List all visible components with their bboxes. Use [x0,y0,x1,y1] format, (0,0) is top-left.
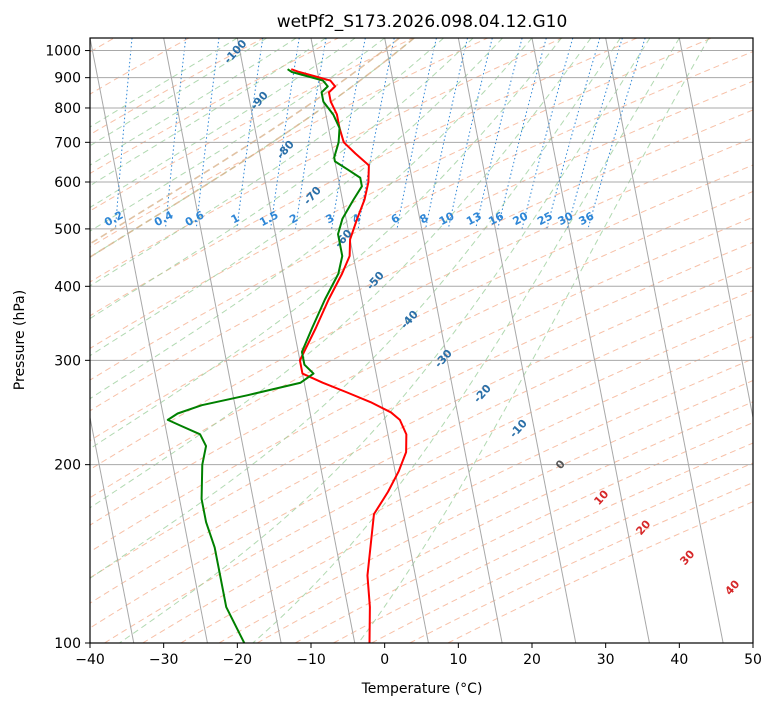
isotherm-line [384,38,503,643]
dry-adiabat [218,380,753,643]
moist-adiabat [90,38,621,579]
y-tick-label: 700 [54,135,81,151]
isotherm-line [605,38,724,643]
dry-adiabat [409,482,753,643]
moist-adiabat [90,38,503,357]
moist-adiabat [90,38,592,509]
mixing-ratio-label: 20 [511,209,531,228]
dry-adiabat [90,51,753,381]
dry-adiabat [90,38,414,212]
dewpoint-profile [166,68,363,643]
x-axis-ticks: −40 −30 −20 −10 0 10 20 30 40 50 [75,643,762,668]
y-tick-label: 400 [54,279,81,295]
isotherm-line [678,38,753,421]
dry-adiabat [90,38,638,317]
mixing-ratio-line [164,38,187,229]
sounding-profiles [166,68,408,643]
plot-frame [89,37,754,644]
isotherm-line [457,38,577,643]
moist-adiabat [90,38,356,209]
dry-adiabat [90,216,753,553]
y-tick-label: 600 [54,175,81,191]
moist-adiabat [119,38,651,643]
isotherm-line [90,414,135,643]
mixing-ratio-label: 16 [486,209,506,228]
mixing-ratio-line [546,38,601,230]
moist-adiabat [252,38,680,643]
dry-adiabat [90,190,753,526]
mixing-ratio-line [396,38,437,229]
moist-adiabat [90,38,474,320]
dry-adiabat [256,401,753,643]
x-tick-label: 20 [523,652,541,668]
mixing-ratio-line [566,38,623,230]
isotherm-line [310,38,429,643]
x-tick-label: −30 [149,652,179,668]
dry-adiabat [90,109,753,442]
moist-adiabat [90,38,268,147]
y-tick-label: 900 [54,71,81,87]
x-axis-label: Temperature (°C) [361,681,483,697]
mixing-ratio-label: 36 [577,209,597,228]
mixing-ratio-label: 13 [464,209,484,228]
mixing-ratio-line [447,38,493,230]
mixing-ratio-label: 30 [556,209,576,228]
mixing-ratio-line [114,38,133,229]
y-tick-label: 200 [54,458,81,474]
moist-adiabat [90,38,444,287]
mixing-ratio-line [587,38,646,230]
mixing-ratio-line [236,38,264,229]
x-tick-label: 50 [744,652,762,668]
isotherm-line [90,38,208,643]
x-tick-label: 0 [380,652,389,668]
dry-adiabat [333,442,753,643]
mixing-ratio-label: 10 [437,209,457,228]
mixing-ratio-line [475,38,523,230]
y-tick-label: 100 [54,636,81,652]
y-tick-label: 1000 [45,44,81,60]
x-tick-label: 10 [449,652,467,668]
chart-title: wetPf2_S173.2026.098.04.12.G10 [277,12,568,32]
pressure-gridlines [90,50,753,643]
mixing-ratio-line [270,38,300,229]
y-axis-label: Pressure (hPa) [12,290,28,390]
dry-adiabat [90,38,339,175]
mixing-ratio-label: 25 [535,209,555,228]
plot-area [90,38,753,643]
mixing-ratio-line [195,38,220,229]
x-tick-label: −40 [75,652,105,668]
mixing-ratio-line [497,38,547,230]
y-tick-label: 800 [54,101,81,117]
mixing-ratio-line [425,38,468,229]
dry-adiabat [142,336,753,643]
dry-adiabat [90,80,753,412]
moist-adiabat [90,38,238,128]
x-tick-label: 40 [670,652,688,668]
dry-adiabat [90,290,753,629]
isotherm-line [163,38,282,643]
moist-adiabat [358,38,710,643]
y-axis-ticks: 1000 900 800 700 600 500 400 300 200 100 [45,44,90,652]
x-tick-label: −10 [296,652,326,668]
reference-curve [90,38,415,259]
reference-curve [90,38,400,245]
isotherm-line [236,38,356,643]
x-tick-label: 30 [597,652,615,668]
isotherm-line [531,38,650,643]
dry-adiabat [90,266,753,604]
moist-adiabat [90,38,562,450]
dry-adiabat [447,501,753,643]
mixing-ratio-line [521,38,574,230]
y-tick-label: 300 [54,353,81,369]
y-tick-label: 500 [54,222,81,238]
temperature-profile [290,68,408,643]
x-tick-label: −20 [223,652,253,668]
